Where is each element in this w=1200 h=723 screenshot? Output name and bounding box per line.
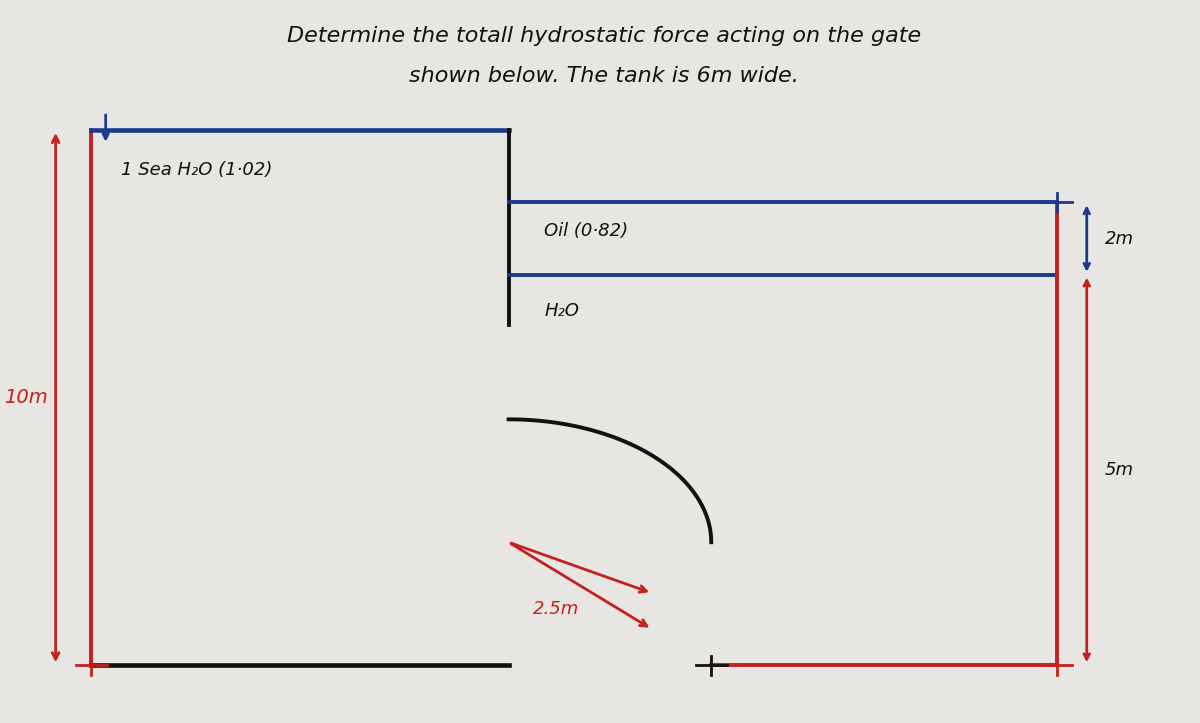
Text: 1 Sea H₂O (1·02): 1 Sea H₂O (1·02): [121, 161, 272, 179]
Text: 2.5m: 2.5m: [533, 600, 580, 618]
Text: Oil (0·82): Oil (0·82): [545, 223, 629, 240]
Text: 2m: 2m: [1105, 230, 1134, 247]
Text: H₂O: H₂O: [545, 302, 580, 320]
Text: 5m: 5m: [1105, 461, 1134, 479]
Text: Determine the totall hydrostatic force acting on the gate: Determine the totall hydrostatic force a…: [287, 26, 922, 46]
Text: 10m: 10m: [4, 388, 48, 407]
Text: shown below. The tank is 6m wide.: shown below. The tank is 6m wide.: [409, 66, 799, 86]
